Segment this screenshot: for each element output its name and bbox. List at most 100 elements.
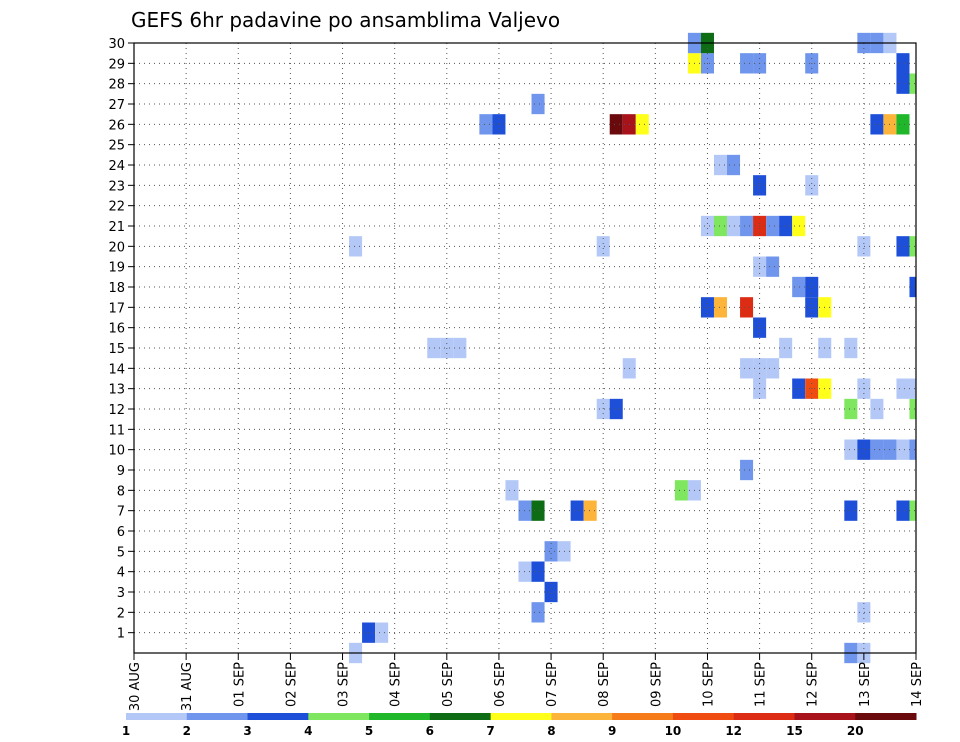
heatmap-cell [896,114,910,135]
heatmap-cell [531,93,545,115]
x-tick-label: 07 SEP [545,662,560,707]
heatmap-cell [713,215,728,237]
legend-label: 15 [786,724,803,738]
heatmap-cell [909,378,916,399]
y-tick-label: 21 [108,220,125,235]
heatmap-cell [727,215,741,237]
heatmap-cell [674,480,688,501]
heatmap-cell [375,622,389,643]
x-tick-label: 04 SEP [389,662,404,707]
x-tick-label: 08 SEP [597,662,612,707]
y-tick-label: 1 [117,627,125,642]
legend-swatch [490,713,552,720]
heatmap-cell [779,215,793,237]
y-tick-label: 11 [108,423,125,438]
heatmap-cell [766,256,780,277]
y-tick-label: 16 [108,322,125,337]
legend-swatch [855,713,917,720]
legend-label: 20 [847,724,864,738]
heatmap-cell [740,53,754,74]
heatmap-cell [844,500,858,521]
y-tick-label: 25 [108,139,125,154]
y-tick-label: 4 [117,566,125,581]
y-tick-label: 5 [117,545,125,560]
heatmap-cell [896,73,910,94]
heatmap-cell [740,297,754,318]
y-tick-label: 12 [108,403,125,418]
legend-swatch [429,713,492,720]
x-tick-label: 09 SEP [649,662,664,707]
x-tick-label: 10 SEP [701,662,716,707]
heatmap-cell [779,337,793,359]
legend-swatch [186,713,249,720]
x-axis: 30 AUG 31 AUG 01 SEP 02 SEP 03 SEP 04 SEP 05 S… [128,653,925,711]
heatmap-cell [531,561,545,582]
heatmap-cell [805,175,819,196]
y-tick-label: 7 [117,505,125,520]
legend-label: 8 [547,724,555,738]
heatmap-cell [583,500,597,521]
grid-lines [134,42,916,653]
y-tick-label: 3 [117,586,125,601]
heatmap-cell [870,398,884,420]
heatmap-cell [909,398,916,420]
x-tick-label: 30 AUG [128,662,143,711]
heatmap-cell [896,378,910,399]
y-tick-label: 2 [117,606,125,621]
heatmap-cell [505,480,519,501]
legend-label: 6 [426,724,434,738]
heatmap-cell [635,114,649,135]
y-tick-label: 26 [108,118,125,133]
y-tick-label: 10 [108,444,125,459]
y-tick-label: 19 [108,261,125,276]
heatmap-cell [844,337,858,359]
heatmap-cell [844,398,858,420]
heatmap-cell [492,114,506,135]
heatmap-cell [427,337,441,359]
x-tick-label: 02 SEP [284,662,299,707]
heatmap-cell [909,73,916,94]
legend-swatch [612,713,674,720]
heatmap-cell [713,154,728,176]
heatmap-cell [544,581,558,603]
y-tick-label: 14 [108,362,125,377]
heatmap-cell [766,358,780,379]
heatmap-cell [896,236,910,257]
heatmap-cell [570,500,584,521]
heatmap-cell [479,114,493,135]
heatmap-cell [896,439,910,460]
legend-swatch [551,713,613,720]
heatmap-cell [740,215,754,237]
y-tick-label: 9 [117,464,125,479]
heatmap-cell [792,378,806,399]
heatmap-cell [792,215,806,237]
heatmap-cell [857,439,871,460]
legend-swatch [308,713,370,720]
heatmap-cell [700,215,714,237]
heatmap-cell [609,398,623,420]
legend-label: 2 [183,724,191,738]
legend-label: 1 [122,724,130,738]
heatmap-cell [805,297,819,318]
heatmap-cell [531,602,545,623]
legend-swatch [126,713,188,720]
x-tick-label: 01 SEP [232,662,247,707]
chart-title: GEFS 6hr padavine po ansamblima Valjevo [131,8,560,32]
heatmap-cell [727,154,741,176]
heatmap-cell [740,358,754,379]
heatmap-cell [896,500,910,521]
legend-swatch [733,713,795,720]
legend-swatch [672,713,735,720]
heatmap-cell [805,276,819,298]
y-tick-label: 28 [108,78,125,93]
legend-swatch [794,713,856,720]
heatmap-cell [909,236,916,257]
y-tick-label: 23 [108,179,125,194]
legend-label: 10 [665,724,682,738]
heatmap-cell [544,541,558,562]
legend-label: 12 [725,724,742,738]
heatmap-cell [700,297,714,318]
y-tick-label: 18 [108,281,125,296]
y-tick-label: 6 [117,525,125,540]
